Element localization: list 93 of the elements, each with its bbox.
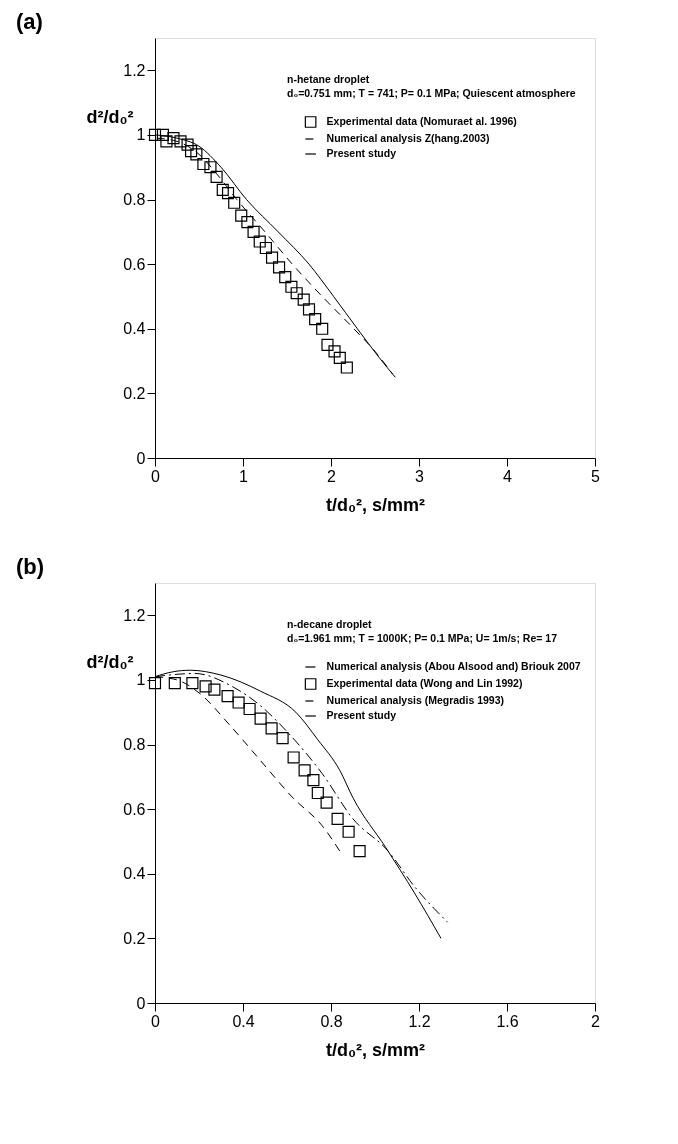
point xyxy=(298,764,311,777)
point xyxy=(265,722,278,735)
point xyxy=(174,135,187,148)
point xyxy=(320,796,333,809)
x-tick-label: 0.4 xyxy=(232,1012,255,1030)
point xyxy=(273,261,286,274)
y-tick-label: 0.2 xyxy=(123,384,146,402)
y-tick-label: 1 xyxy=(136,126,146,144)
legend-label: Experimental data (Nomuraet al. 1996) xyxy=(326,115,517,127)
point xyxy=(302,303,316,316)
x-tick-label: 1 xyxy=(239,467,249,485)
point xyxy=(265,251,279,264)
point xyxy=(210,170,223,183)
annotation: n-hetane droplet xyxy=(287,73,370,85)
legend-label: Present study xyxy=(326,709,397,721)
annotation: d₀=0.751 mm; T = 741; P= 0.1 MPa; Quiescent atmosphere xyxy=(287,87,576,99)
y-tick-label: 1.2 xyxy=(123,61,146,79)
point xyxy=(241,216,254,229)
y-tick-label: 0 xyxy=(136,449,146,467)
x-axis-title: t/d₀², s/mm² xyxy=(325,1039,426,1060)
x-tick-label: 1.6 xyxy=(496,1012,519,1030)
point xyxy=(216,183,229,196)
x-tick-label: 2 xyxy=(591,1012,601,1030)
x-axis-title: t/d₀², s/mm² xyxy=(325,494,426,515)
x-tick-label: 2 xyxy=(327,467,337,485)
x-tick-label: 1.2 xyxy=(408,1012,431,1030)
point xyxy=(199,680,212,693)
point xyxy=(342,825,355,838)
point xyxy=(228,196,241,209)
point xyxy=(353,845,366,858)
point xyxy=(197,157,210,171)
point xyxy=(204,161,217,174)
legend-label: Experimental data (Wong and Lin 1992) xyxy=(326,677,523,689)
y-tick-label: 0.4 xyxy=(123,320,146,338)
y-axis-title: d²/d₀² xyxy=(86,107,134,128)
point xyxy=(247,225,260,238)
point xyxy=(321,338,334,351)
point xyxy=(276,732,289,745)
point xyxy=(340,361,353,374)
point xyxy=(309,313,322,326)
point xyxy=(243,702,256,716)
point xyxy=(232,696,245,709)
x-tick-label: 3 xyxy=(415,467,425,485)
point xyxy=(287,751,300,764)
point xyxy=(307,774,320,787)
point xyxy=(279,271,292,284)
point xyxy=(259,241,272,255)
point xyxy=(160,135,173,148)
point xyxy=(181,138,194,151)
point xyxy=(148,677,162,690)
point xyxy=(221,187,235,200)
point xyxy=(254,712,267,725)
y-tick-label: 1.2 xyxy=(123,606,146,624)
point xyxy=(290,287,303,300)
x-tick-label: 0 xyxy=(151,1012,161,1030)
x-tick-label: 5 xyxy=(591,467,601,485)
y-tick-label: 1 xyxy=(136,671,146,689)
x-tick-label: 0 xyxy=(151,467,161,485)
annotation: d₀=1.961 mm; T = 1000K; P= 0.1 MPa; U= 1m/s; Re= 17 xyxy=(287,632,558,644)
point xyxy=(316,322,329,335)
y-axis-title: d²/d₀² xyxy=(86,652,134,673)
point xyxy=(297,293,310,306)
point xyxy=(167,132,180,145)
point xyxy=(328,345,341,358)
x-tick-label: 4 xyxy=(503,467,513,485)
point xyxy=(221,690,234,703)
legend-label: Numerical analysis Z(hang.2003) xyxy=(326,132,490,144)
point xyxy=(253,235,266,248)
y-tick-label: 0.6 xyxy=(123,255,146,273)
point xyxy=(186,677,199,690)
chart-title: (b) xyxy=(15,554,44,579)
y-tick-label: 0.2 xyxy=(123,929,146,947)
chart-title: (a) xyxy=(15,9,43,34)
point xyxy=(185,145,198,158)
y-tick-label: 0 xyxy=(136,994,146,1012)
legend-label: Present study xyxy=(326,147,397,159)
point xyxy=(190,148,203,161)
point xyxy=(235,209,248,222)
legend-label: Numerical analysis (Megradis 1993) xyxy=(326,694,505,706)
point xyxy=(311,786,324,800)
point xyxy=(156,128,169,141)
point xyxy=(168,677,181,690)
point xyxy=(285,280,298,293)
y-tick-label: 0.8 xyxy=(123,191,146,209)
y-tick-label: 0.4 xyxy=(123,865,146,883)
y-tick-label: 0.6 xyxy=(123,800,146,818)
annotation: n-decane droplet xyxy=(287,618,373,630)
point xyxy=(331,812,344,825)
y-tick-label: 0.8 xyxy=(123,736,146,754)
x-tick-label: 0.8 xyxy=(320,1012,343,1030)
point xyxy=(208,683,221,696)
legend-label: Numerical analysis (Abou Alsood and) Briouk 2007 xyxy=(326,660,581,672)
point xyxy=(333,351,346,364)
